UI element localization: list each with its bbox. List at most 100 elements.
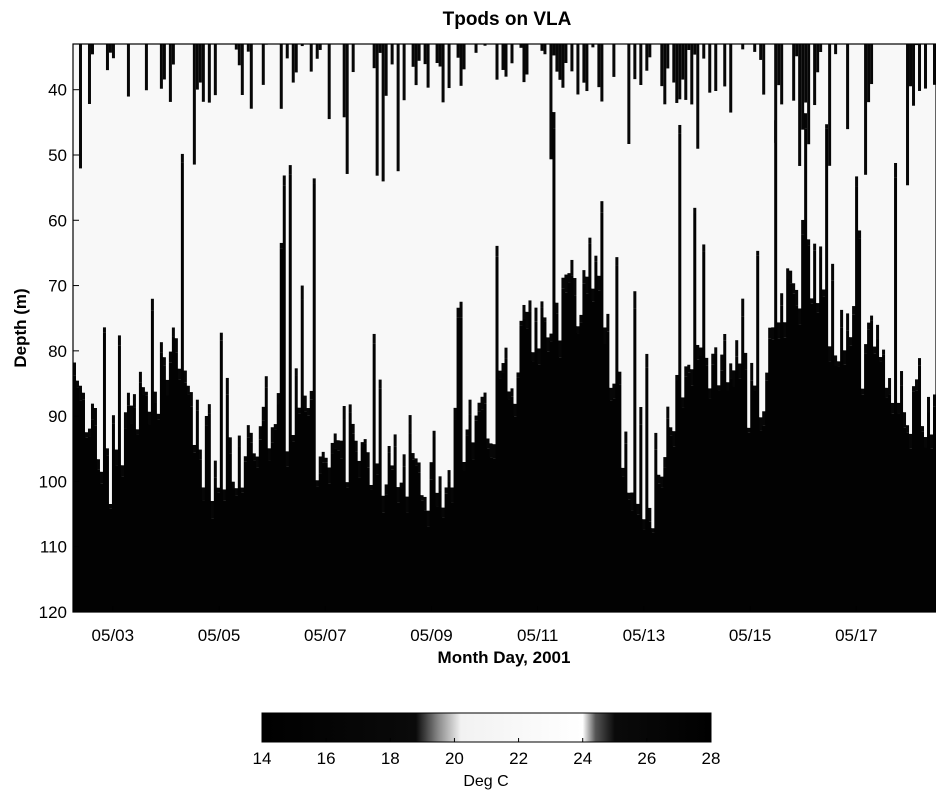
heat-cell-warm: [504, 44, 509, 348]
heat-cell-transition: [705, 357, 709, 366]
heat-cell-cold: [810, 303, 814, 612]
heat-cell-warm: [909, 44, 913, 434]
heat-cell-cold: [576, 333, 581, 612]
heat-cell-warm: [726, 44, 730, 383]
colorbar: 14 16 18 20 22 24 26 28 Deg C: [253, 712, 720, 790]
heat-cell-warm: [591, 44, 595, 289]
heat-cell-cold: [630, 510, 634, 612]
heat-cell-transition: [891, 402, 895, 414]
heat-cell-transition: [96, 459, 101, 470]
heat-cell-warm: [486, 44, 491, 439]
heat-cell-transition: [624, 431, 628, 444]
heat-cell-transition: [813, 243, 817, 251]
heat-cell-warm: [879, 44, 883, 358]
heat-cell-surface: [660, 44, 664, 87]
heat-cell-warm: [789, 44, 793, 271]
heat-cell-cold: [840, 327, 844, 612]
heat-cell-cold: [618, 384, 622, 612]
heat-cell-transition: [912, 386, 916, 392]
heat-cell-transition: [426, 510, 431, 527]
heat-cell-surface: [846, 44, 850, 130]
heat-cell-cold: [249, 442, 254, 612]
heat-cell-warm: [465, 44, 470, 430]
heat-cell-surface: [909, 44, 913, 87]
heat-cell-surface: [351, 44, 356, 73]
heat-cell-warm: [444, 44, 449, 488]
heat-cell-transition: [312, 178, 317, 184]
x-axis-label: Month Day, 2001: [438, 648, 571, 667]
plot-area: [72, 43, 936, 613]
heat-cell-cold: [759, 430, 763, 612]
heat-cell-cold: [135, 434, 140, 612]
heat-cell-transition: [456, 307, 461, 318]
heat-cell-cold: [468, 414, 473, 612]
heat-cell-cold: [345, 487, 350, 612]
heat-cell-warm: [141, 44, 146, 388]
heat-cell-cold: [528, 311, 533, 612]
heat-cell-warm: [153, 44, 158, 392]
heat-cell-surface: [801, 44, 805, 130]
heat-cell-warm: [693, 44, 697, 208]
x-tick-label: 05/09: [410, 626, 453, 645]
heat-cell-cold: [390, 469, 395, 612]
heat-cell-transition: [495, 245, 500, 257]
x-tick-label: 05/07: [304, 626, 347, 645]
heat-cell-warm: [564, 44, 569, 275]
y-tick-label: 80: [48, 342, 67, 361]
heat-cell-transition: [357, 460, 362, 478]
heat-cell-surface: [195, 44, 200, 90]
heat-cell-warm: [777, 44, 781, 323]
heat-cell-cold: [930, 448, 934, 612]
heat-cell-transition: [609, 387, 613, 401]
heat-cell-warm: [711, 44, 715, 354]
heat-cell-warm: [360, 44, 365, 443]
heat-cell-warm: [525, 44, 530, 312]
heat-cell-surface: [684, 44, 688, 100]
heat-cell-transition: [579, 314, 584, 323]
heat-cell-surface: [693, 44, 697, 55]
heat-cell-warm: [234, 44, 239, 489]
heat-cell-cold: [552, 128, 557, 612]
heat-cell-cold: [567, 282, 572, 612]
heat-cell-warm: [759, 44, 763, 418]
heat-cell-surface: [774, 44, 778, 143]
heat-cell-transition: [339, 440, 344, 459]
heat-cell-cold: [351, 433, 356, 612]
heat-cell-transition: [600, 201, 604, 213]
heat-cell-warm: [405, 44, 410, 497]
heat-cell-transition: [402, 454, 407, 467]
heat-cell-transition: [852, 306, 856, 315]
heat-cell-transition: [684, 366, 688, 377]
heat-cell-warm: [648, 44, 652, 508]
heat-cell-cold: [720, 370, 724, 612]
heat-cell-cold: [762, 425, 766, 612]
heat-cell-warm: [834, 44, 838, 356]
heat-cell-surface: [162, 44, 167, 80]
y-tick-label: 100: [39, 472, 67, 491]
heat-cell-warm: [495, 44, 500, 246]
heat-cell-cold: [222, 500, 227, 612]
heat-cell-warm: [606, 44, 610, 314]
heat-cell-cold: [342, 419, 347, 612]
heat-cell-transition: [639, 407, 643, 425]
heat-cell-surface: [525, 44, 530, 75]
heat-cell-warm: [76, 44, 80, 381]
heat-cell-transition: [507, 391, 512, 400]
heat-cell-cold: [76, 387, 80, 612]
heat-cell-warm: [480, 44, 485, 397]
heat-cell-surface: [522, 44, 527, 83]
heat-cell-transition: [417, 462, 422, 473]
heat-cell-transition: [237, 435, 242, 447]
heat-cell-cold: [774, 135, 778, 612]
heat-cell-cold: [798, 324, 802, 612]
y-tick-label: 40: [48, 81, 67, 100]
heat-cell-cold: [321, 462, 326, 612]
heat-cell-warm: [792, 44, 796, 284]
heat-cell-transition: [141, 387, 146, 395]
heat-cell-surface: [207, 44, 212, 103]
heat-cell-warm: [507, 44, 512, 392]
heat-cell-warm: [912, 44, 916, 387]
heat-cell-warm: [579, 44, 584, 315]
heat-cell-surface: [510, 44, 515, 64]
heat-cell-transition: [330, 442, 335, 454]
